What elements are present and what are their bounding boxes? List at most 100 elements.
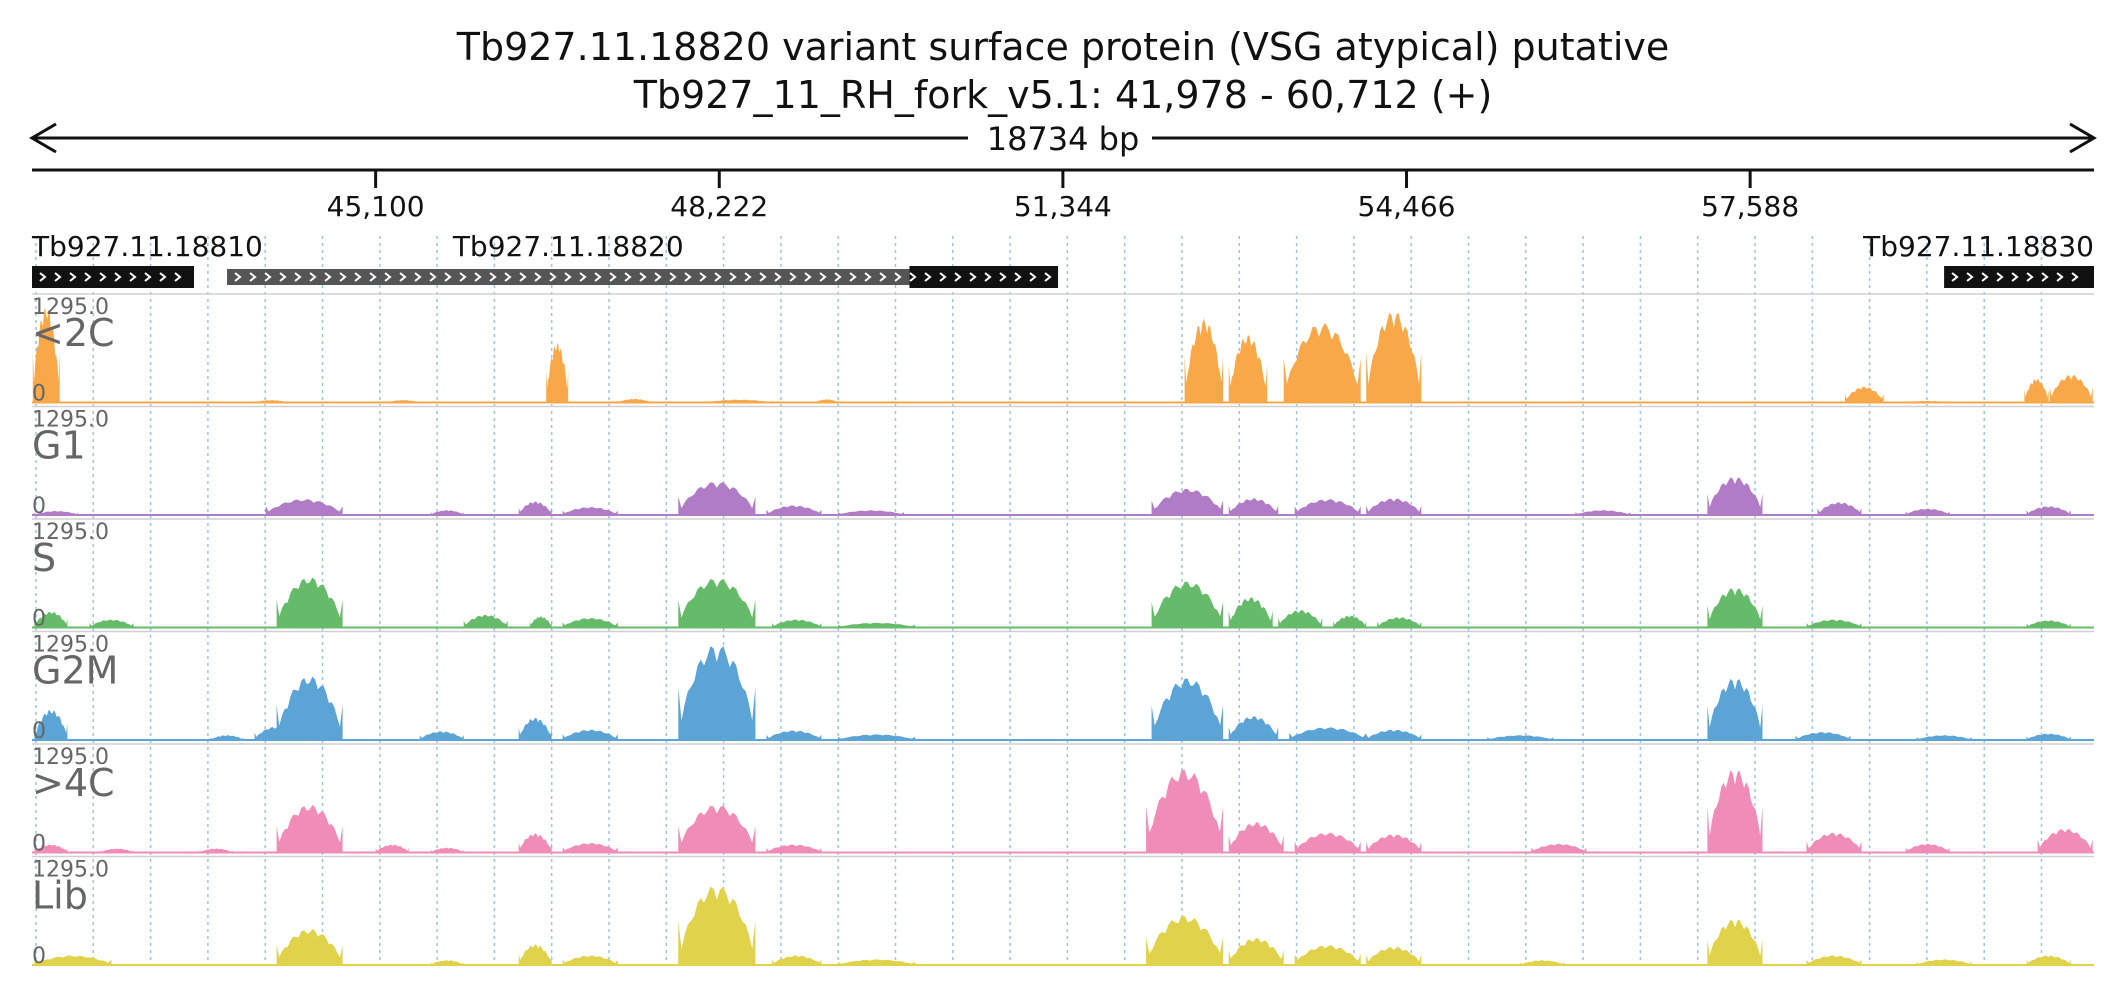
strand-chevron <box>969 272 977 282</box>
coverage-peak <box>1806 619 1862 628</box>
coverage-peak <box>419 731 464 740</box>
coverage-peak <box>430 960 464 965</box>
coverage-peak <box>1228 335 1268 403</box>
track-name: S <box>32 536 56 580</box>
coverage-peak <box>1845 386 1884 403</box>
strand-chevron <box>609 272 617 282</box>
track-name: G1 <box>32 424 86 468</box>
coverage-peak <box>766 505 822 515</box>
gene-model[interactable]: Tb927.11.18830 <box>1862 230 2094 288</box>
strand-chevron <box>939 272 947 282</box>
strand-chevron <box>879 272 887 282</box>
coverage-peak <box>1151 488 1224 515</box>
strand-chevron <box>579 272 587 282</box>
span-arrow: 18734 bp <box>29 120 2097 158</box>
coverage-peak <box>562 507 618 515</box>
strand-chevron <box>1966 272 1974 282</box>
coverage-peak <box>837 622 915 628</box>
strand-chevron <box>504 272 512 282</box>
x-tick-label: 45,100 <box>327 190 425 223</box>
coverage-peak <box>1184 318 1224 403</box>
coverage-peak <box>1487 735 1554 740</box>
coverage-peak <box>1806 832 1862 853</box>
coverage-peak <box>1151 678 1224 740</box>
strand-chevron <box>534 272 542 282</box>
coverage-peak <box>430 510 464 515</box>
strand-chevron <box>1996 272 2004 282</box>
gene-model[interactable]: Tb927.11.18810 <box>31 230 263 288</box>
strand-chevron <box>699 272 707 282</box>
coverage-peak <box>1905 843 1950 853</box>
coverage-peak <box>1366 312 1422 403</box>
strand-chevron <box>54 272 62 282</box>
strand-chevron <box>264 272 272 282</box>
track-name: Lib <box>32 874 88 918</box>
coverage-peak <box>1366 498 1422 515</box>
x-tick-label: 57,588 <box>1701 190 1799 223</box>
strand-chevron <box>1981 272 1989 282</box>
coverage-peak <box>34 709 68 740</box>
gene-label: Tb927.11.18810 <box>31 230 263 263</box>
strand-chevron <box>2011 272 2019 282</box>
coverage-peak <box>2026 733 2071 740</box>
coverage-peak <box>265 499 343 515</box>
coverage-peak <box>617 398 651 403</box>
coverage-peak <box>1289 727 1367 740</box>
coverage-peak <box>1707 477 1763 515</box>
strand-chevron <box>354 272 362 282</box>
coverage-tracks: 1295.0<2C01295.0G101295.0S01295.0G2M0129… <box>32 293 2094 969</box>
strand-chevron <box>999 272 1007 282</box>
coverage-peak <box>1806 955 1862 965</box>
coverage-peak <box>518 717 552 740</box>
gene-cds <box>32 266 195 288</box>
strand-chevron <box>594 272 602 282</box>
coverage-peak <box>1707 678 1763 740</box>
coverage-peak <box>34 511 79 515</box>
strand-chevron <box>984 272 992 282</box>
strand-chevron <box>234 272 242 282</box>
gene-model[interactable]: Tb927.11.18820 <box>227 230 1059 288</box>
track-max-label: 1295.0 <box>32 408 109 433</box>
coverage-peak <box>1531 843 1587 853</box>
coverage-track: 1295.0G1 0 <box>32 405 2094 519</box>
coverage-peak <box>1817 502 1862 515</box>
coverage-peak <box>562 843 618 853</box>
coverage-peak <box>815 399 838 403</box>
coverage-peak <box>518 944 552 965</box>
track-name: >4C <box>32 761 115 805</box>
coverage-peak <box>1151 581 1224 628</box>
coverage-peak <box>837 734 915 740</box>
coverage-peak <box>771 955 822 965</box>
strand-chevron <box>774 272 782 282</box>
strand-chevron <box>429 272 437 282</box>
coverage-peak <box>2037 829 2093 853</box>
coverage-peak <box>276 805 343 853</box>
strand-chevron <box>819 272 827 282</box>
coverage-peak <box>1916 735 1972 740</box>
coverage-peak <box>1905 400 1950 403</box>
coverage-peak <box>562 729 618 740</box>
strand-chevron <box>789 272 797 282</box>
strand-chevron <box>324 272 332 282</box>
coverage-peak <box>562 955 618 965</box>
track-zero-label: 0 <box>32 494 46 519</box>
track-max-label: 1295.0 <box>32 295 109 320</box>
coverage-peak <box>2049 375 2093 403</box>
strand-chevron <box>2071 272 2079 282</box>
coverage-peak <box>386 400 420 403</box>
coverage-peak <box>678 805 756 853</box>
coverage-peak <box>2026 955 2071 965</box>
coverage-peak <box>210 735 244 740</box>
coverage-peak <box>1228 938 1284 965</box>
strand-chevron <box>99 272 107 282</box>
coverage-peak <box>32 307 60 403</box>
span-label: 18734 bp <box>987 120 1140 158</box>
coverage-peak <box>276 676 343 740</box>
gene-label: Tb927.11.18830 <box>1862 230 2094 263</box>
coverage-peak <box>1146 916 1224 965</box>
strand-chevron <box>924 272 932 282</box>
coverage-peak <box>100 848 134 853</box>
strand-chevron <box>804 272 812 282</box>
